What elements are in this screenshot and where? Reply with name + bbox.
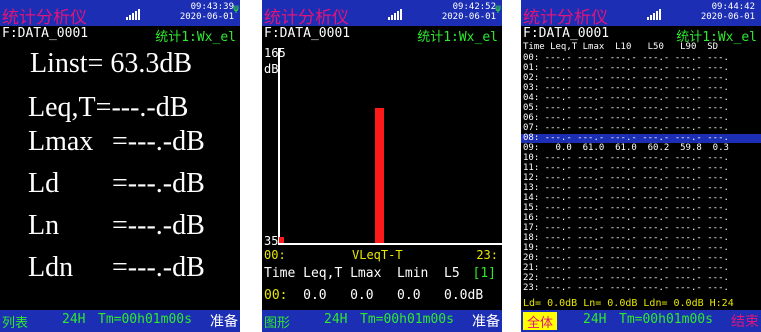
list-button[interactable]: 列表: [2, 316, 29, 331]
usb-icon: ψ: [232, 3, 239, 14]
table-row[interactable]: 08: ---.- ---.- ---.- ---.- ---.- ---.: [523, 133, 729, 143]
file-name: F:DATA_0001: [264, 26, 351, 41]
table-row[interactable]: 19: ---.- ---.- ---.- ---.- ---.- ---.: [523, 243, 729, 253]
table-row[interactable]: 03: ---.- ---.- ---.- ---.- ---.- ---.: [523, 83, 729, 93]
table-row[interactable]: 15: ---.- ---.- ---.- ---.- ---.- ---.: [523, 203, 729, 213]
file-name: F:DATA_0001: [523, 26, 610, 41]
y-min-label: 35: [264, 234, 279, 248]
table-row[interactable]: 10: ---.- ---.- ---.- ---.- ---.- ---.: [523, 153, 729, 163]
usb-icon: ψ: [494, 3, 501, 14]
table-row[interactable]: 22: ---.- ---.- ---.- ---.- ---.- ---.: [523, 273, 729, 283]
table-row[interactable]: 01: ---.- ---.- ---.- ---.- ---.- ---.: [523, 63, 729, 73]
cursor-left: 00:: [264, 248, 286, 262]
bar-hour-00: [279, 237, 284, 243]
mode-label: 24H: [324, 312, 348, 327]
file-name: F:DATA_0001: [2, 26, 89, 41]
table-row[interactable]: 05: ---.- ---.- ---.- ---.- ---.- ---.: [523, 103, 729, 113]
table-row[interactable]: 13: ---.- ---.- ---.- ---.- ---.- ---.: [523, 183, 729, 193]
table-header: Time Leq,T Lmax Lmin L5: [264, 266, 460, 281]
table-row[interactable]: 02: ---.- ---.- ---.- ---.- ---.- ---.: [523, 73, 729, 83]
graph-button[interactable]: 图形: [264, 316, 291, 331]
tm-label: Tm=00h01m00s: [98, 312, 192, 327]
table-row[interactable]: 11: ---.- ---.- ---.- ---.- ---.- ---.: [523, 163, 729, 173]
end-status[interactable]: 结束: [731, 314, 759, 330]
app-title: 统计分析仪: [2, 8, 87, 28]
reading-ldn: Ldn =---.-dB: [28, 252, 205, 283]
cursor-right: 23:: [476, 248, 498, 262]
y-axis: [278, 48, 280, 244]
table-row[interactable]: 00: ---.- ---.- ---.- ---.- ---.- ---.: [523, 53, 729, 63]
signal-icon: [388, 8, 402, 20]
y-unit-label: dB: [264, 62, 279, 76]
table-row[interactable]: 14: ---.- ---.- ---.- ---.- ---.- ---.: [523, 193, 729, 203]
stat-name[interactable]: 统计1:Wx_el: [676, 30, 757, 45]
stat-name[interactable]: 统计1:Wx_el: [417, 30, 498, 45]
screen-graph: 统计分析仪 09:42:52 2020-06-01 ψ F:DATA_0001 统…: [262, 0, 502, 332]
table-row[interactable]: 17: ---.- ---.- ---.- ---.- ---.- ---.: [523, 223, 729, 233]
reading-linst: Linst= 63.3dB: [30, 48, 193, 79]
y-max-label: 165: [264, 46, 286, 60]
reading-lmax: Lmax =---.-dB: [28, 126, 205, 157]
summary-line: Ld= 0.0dB Ln= 0.0dB Ldn= 0.0dB H:24: [523, 298, 734, 309]
screen-realtime: 统计分析仪 09:43:39 2020-06-01 ψ F:DATA_0001 统…: [0, 0, 240, 332]
x-axis: [278, 243, 502, 245]
table-row[interactable]: 20: ---.- ---.- ---.- ---.- ---.- ---.: [523, 253, 729, 263]
table-row: 00: 0.0 0.0 0.0 0.0dB: [264, 288, 484, 303]
page-tag[interactable]: [1]: [472, 266, 496, 281]
cursor-label: VLeqT-T: [352, 248, 403, 262]
table-row[interactable]: 16: ---.- ---.- ---.- ---.- ---.- ---.: [523, 213, 729, 223]
table-row[interactable]: 04: ---.- ---.- ---.- ---.- ---.- ---.: [523, 93, 729, 103]
stat-name[interactable]: 统计1:Wx_el: [155, 30, 236, 45]
table-row[interactable]: 18: ---.- ---.- ---.- ---.- ---.- ---.: [523, 233, 729, 243]
clock: 09:44:42 2020-06-01: [700, 2, 755, 22]
tm-label: Tm=00h01m00s: [360, 312, 454, 327]
signal-icon: [647, 8, 661, 20]
table-row[interactable]: 12: ---.- ---.- ---.- ---.- ---.- ---.: [523, 173, 729, 183]
bar-hour-10: [375, 108, 384, 243]
bottom-bar: 全体 24H Tm=00h01m00s 结束: [521, 310, 761, 332]
app-title: 统计分析仪: [264, 8, 349, 28]
cursor-row: 00: VLeqT-T 23:: [262, 247, 502, 265]
status-bar: 统计分析仪 09:43:39 2020-06-01 ψ: [0, 0, 240, 28]
status-bar: 统计分析仪 09:44:42 2020-06-01: [521, 0, 761, 28]
row-highlight: [521, 134, 761, 143]
app-title: 统计分析仪: [523, 8, 608, 28]
all-button[interactable]: 全体: [523, 312, 558, 331]
reading-ln: Ln =---.-dB: [28, 210, 205, 241]
bottom-bar: 列表 24H Tm=00h01m00s 准备: [0, 310, 240, 332]
ready-status[interactable]: 准备: [210, 314, 238, 330]
signal-icon: [126, 8, 140, 20]
table-row[interactable]: 23: ---.- ---.- ---.- ---.- ---.- ---.: [523, 283, 729, 293]
status-bar: 统计分析仪 09:42:52 2020-06-01 ψ: [262, 0, 502, 28]
reading-leq: Leq,T=---.-dB: [28, 92, 189, 123]
clock: 09:42:52 2020-06-01: [441, 2, 496, 22]
table-row[interactable]: 06: ---.- ---.- ---.- ---.- ---.- ---.: [523, 113, 729, 123]
mode-label: 24H: [62, 312, 86, 327]
reading-ld: Ld =---.-dB: [28, 168, 205, 199]
tm-label: Tm=00h01m00s: [619, 312, 713, 327]
bottom-bar: 图形 24H Tm=00h01m00s 准备: [262, 310, 502, 332]
ready-status[interactable]: 准备: [472, 314, 500, 330]
table-row[interactable]: 09: 0.0 61.0 61.0 60.2 59.8 0.3: [523, 143, 729, 153]
table-row[interactable]: 21: ---.- ---.- ---.- ---.- ---.- ---.: [523, 263, 729, 273]
mode-label: 24H: [583, 312, 607, 327]
clock: 09:43:39 2020-06-01: [179, 2, 234, 22]
table-header: Time Leq,T Lmax L10 L50 L90 SD: [523, 42, 719, 52]
table-row[interactable]: 07: ---.- ---.- ---.- ---.- ---.- ---.: [523, 123, 729, 133]
screen-table: 统计分析仪 09:44:42 2020-06-01 F:DATA_0001 统计1…: [521, 0, 761, 332]
